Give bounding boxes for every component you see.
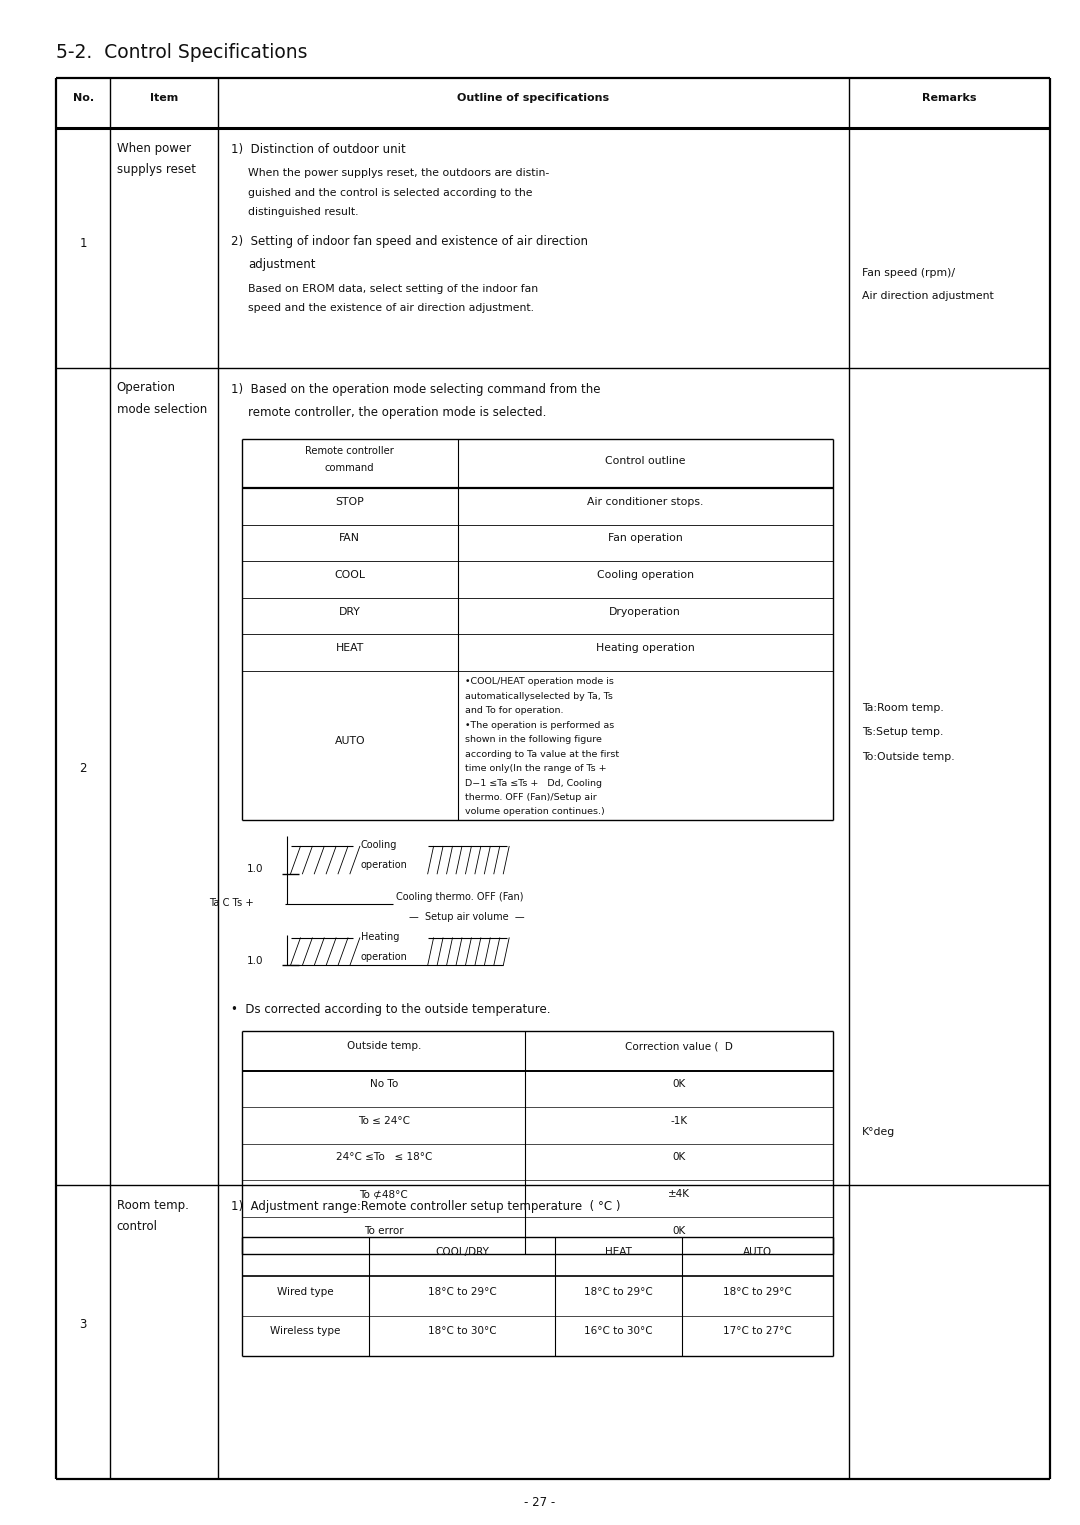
Text: Control outline: Control outline — [605, 456, 686, 465]
Text: speed and the existence of air direction adjustment.: speed and the existence of air direction… — [248, 303, 535, 314]
Text: Cooling: Cooling — [361, 840, 397, 851]
Text: 0K: 0K — [673, 1080, 686, 1089]
Text: Cooling thermo. OFF (Fan): Cooling thermo. OFF (Fan) — [396, 892, 524, 903]
Text: and To for operation.: and To for operation. — [465, 706, 564, 715]
Text: control: control — [117, 1220, 158, 1234]
Text: Remarks: Remarks — [922, 93, 976, 104]
Text: AUTO: AUTO — [335, 737, 365, 746]
Text: thermo. OFF (Fan)/Setup air: thermo. OFF (Fan)/Setup air — [465, 793, 597, 802]
Text: 1.0: 1.0 — [247, 865, 264, 874]
Text: operation: operation — [361, 860, 407, 871]
Text: 18°C to 30°C: 18°C to 30°C — [428, 1327, 497, 1336]
Text: Based on EROM data, select setting of the indoor fan: Based on EROM data, select setting of th… — [248, 284, 539, 294]
Text: When power: When power — [117, 142, 191, 156]
Text: 1.0: 1.0 — [247, 956, 264, 965]
Text: 18°C to 29°C: 18°C to 29°C — [428, 1287, 497, 1296]
Text: 1)  Based on the operation mode selecting command from the: 1) Based on the operation mode selecting… — [231, 383, 600, 396]
Text: 0K: 0K — [673, 1226, 686, 1235]
Text: 17°C to 27°C: 17°C to 27°C — [723, 1327, 792, 1336]
Text: 2: 2 — [80, 762, 86, 775]
Text: 3: 3 — [80, 1318, 86, 1331]
Text: Wired type: Wired type — [278, 1287, 334, 1296]
Text: Outside temp.: Outside temp. — [347, 1042, 421, 1051]
Text: When the power supplys reset, the outdoors are distin-: When the power supplys reset, the outdoo… — [248, 168, 550, 178]
Text: Air conditioner stops.: Air conditioner stops. — [586, 497, 703, 506]
Text: operation: operation — [361, 952, 407, 962]
Text: remote controller, the operation mode is selected.: remote controller, the operation mode is… — [248, 406, 546, 419]
Text: STOP: STOP — [336, 497, 364, 506]
Text: Cooling operation: Cooling operation — [596, 570, 693, 580]
Text: To ⊄48°C: To ⊄48°C — [360, 1190, 408, 1199]
Text: - 27 -: - 27 - — [525, 1496, 555, 1508]
Text: K°deg: K°deg — [862, 1127, 895, 1138]
Text: distinguished result.: distinguished result. — [248, 207, 359, 218]
Text: FAN: FAN — [339, 534, 361, 543]
Text: according to Ta value at the first: according to Ta value at the first — [465, 749, 619, 758]
Text: ±4K: ±4K — [669, 1190, 690, 1199]
Text: Heating operation: Heating operation — [596, 644, 694, 653]
Text: mode selection: mode selection — [117, 403, 207, 416]
Text: HEAT: HEAT — [336, 644, 364, 653]
Text: 0K: 0K — [673, 1153, 686, 1162]
Text: •COOL/HEAT operation mode is: •COOL/HEAT operation mode is — [465, 677, 615, 686]
Text: 1: 1 — [80, 236, 86, 250]
Text: command: command — [325, 464, 375, 473]
Text: 16°C to 30°C: 16°C to 30°C — [584, 1327, 652, 1336]
Text: COOL/DRY: COOL/DRY — [435, 1247, 489, 1257]
Text: automaticallyselected by Ta, Ts: automaticallyselected by Ta, Ts — [465, 692, 613, 700]
Text: To ≤ 24°C: To ≤ 24°C — [357, 1116, 409, 1125]
Text: HEAT: HEAT — [605, 1247, 632, 1257]
Text: •  Ds corrected according to the outside temperature.: • Ds corrected according to the outside … — [231, 1003, 551, 1017]
Text: Wireless type: Wireless type — [270, 1327, 340, 1336]
Text: 24°C ≤To   ≤ 18°C: 24°C ≤To ≤ 18°C — [336, 1153, 432, 1162]
Text: COOL: COOL — [334, 570, 365, 580]
Text: adjustment: adjustment — [248, 258, 316, 271]
Text: guished and the control is selected according to the: guished and the control is selected acco… — [248, 188, 532, 198]
Text: -1K: -1K — [671, 1116, 688, 1125]
Text: Fan operation: Fan operation — [608, 534, 683, 543]
Text: Ts:Setup temp.: Ts:Setup temp. — [862, 727, 943, 738]
Text: Fan speed (rpm)/: Fan speed (rpm)/ — [862, 268, 955, 279]
Text: DRY: DRY — [339, 607, 361, 616]
Text: time only(In the range of Ts +: time only(In the range of Ts + — [465, 764, 607, 773]
Text: To error: To error — [364, 1226, 404, 1235]
Text: No To: No To — [369, 1080, 397, 1089]
Text: shown in the following figure: shown in the following figure — [465, 735, 602, 744]
Text: Dryoperation: Dryoperation — [609, 607, 681, 616]
Text: Ta:Room temp.: Ta:Room temp. — [862, 703, 944, 714]
Text: —  Setup air volume  —: — Setup air volume — — [409, 912, 525, 923]
Text: 18°C to 29°C: 18°C to 29°C — [584, 1287, 653, 1296]
Text: Operation: Operation — [117, 381, 176, 395]
Text: Item: Item — [150, 93, 178, 104]
Text: •The operation is performed as: •The operation is performed as — [465, 721, 615, 729]
Text: AUTO: AUTO — [743, 1247, 772, 1257]
Text: 1)  Distinction of outdoor unit: 1) Distinction of outdoor unit — [231, 143, 406, 157]
Text: No.: No. — [72, 93, 94, 104]
Text: volume operation continues.): volume operation continues.) — [465, 808, 605, 816]
Text: 2)  Setting of indoor fan speed and existence of air direction: 2) Setting of indoor fan speed and exist… — [231, 235, 589, 249]
Text: Heating: Heating — [361, 932, 400, 942]
Text: Correction value (  D: Correction value ( D — [625, 1042, 733, 1051]
Text: 1)  Adjustment range:Remote controller setup temperature  ( °C ): 1) Adjustment range:Remote controller se… — [231, 1200, 621, 1214]
Text: Remote controller: Remote controller — [306, 447, 394, 456]
Text: Outline of specifications: Outline of specifications — [458, 93, 609, 104]
Text: D−1 ≤Ta ≤Ts +   Dd, Cooling: D−1 ≤Ta ≤Ts + Dd, Cooling — [465, 778, 603, 787]
Text: 5-2.  Control Specifications: 5-2. Control Specifications — [56, 43, 308, 61]
Text: To:Outside temp.: To:Outside temp. — [862, 752, 955, 762]
Text: Air direction adjustment: Air direction adjustment — [862, 291, 994, 302]
Text: 18°C to 29°C: 18°C to 29°C — [723, 1287, 792, 1296]
Text: supplys reset: supplys reset — [117, 163, 195, 177]
Text: Room temp.: Room temp. — [117, 1199, 189, 1212]
Text: Ta C Ts +: Ta C Ts + — [210, 898, 254, 909]
